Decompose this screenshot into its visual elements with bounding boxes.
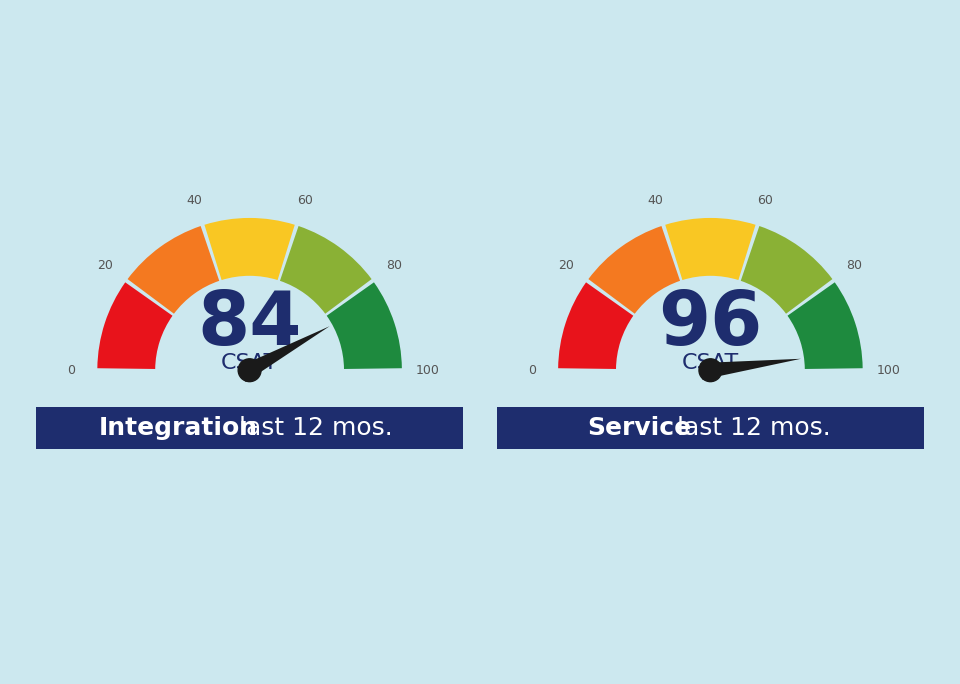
- Text: 0: 0: [67, 364, 76, 377]
- Text: 96: 96: [659, 288, 762, 361]
- FancyBboxPatch shape: [497, 407, 924, 449]
- Text: 40: 40: [186, 194, 203, 207]
- Wedge shape: [97, 282, 173, 369]
- Wedge shape: [588, 226, 680, 314]
- Polygon shape: [237, 326, 329, 382]
- Text: 60: 60: [757, 194, 774, 207]
- Text: 40: 40: [647, 194, 663, 207]
- Wedge shape: [326, 282, 402, 369]
- Text: 20: 20: [559, 259, 574, 272]
- Text: 84: 84: [198, 288, 301, 361]
- Wedge shape: [665, 218, 756, 280]
- Circle shape: [238, 359, 261, 382]
- FancyBboxPatch shape: [36, 407, 463, 449]
- Wedge shape: [741, 226, 832, 314]
- Text: 80: 80: [847, 259, 862, 272]
- Text: Service: Service: [588, 416, 691, 440]
- Text: 0: 0: [528, 364, 537, 377]
- Text: 60: 60: [297, 194, 313, 207]
- Wedge shape: [204, 218, 295, 280]
- Text: CSAT: CSAT: [221, 353, 278, 373]
- Text: 20: 20: [98, 259, 113, 272]
- Wedge shape: [558, 282, 634, 369]
- Wedge shape: [787, 282, 863, 369]
- Text: 100: 100: [876, 364, 900, 377]
- Text: last 12 mos.: last 12 mos.: [678, 416, 831, 440]
- Polygon shape: [700, 359, 801, 380]
- Text: 100: 100: [416, 364, 440, 377]
- Text: CSAT: CSAT: [682, 353, 739, 373]
- Text: 80: 80: [386, 259, 401, 272]
- Text: Integration: Integration: [99, 416, 258, 440]
- Wedge shape: [280, 226, 372, 314]
- Wedge shape: [128, 226, 219, 314]
- Circle shape: [699, 359, 722, 382]
- Text: last 12 mos.: last 12 mos.: [238, 416, 393, 440]
